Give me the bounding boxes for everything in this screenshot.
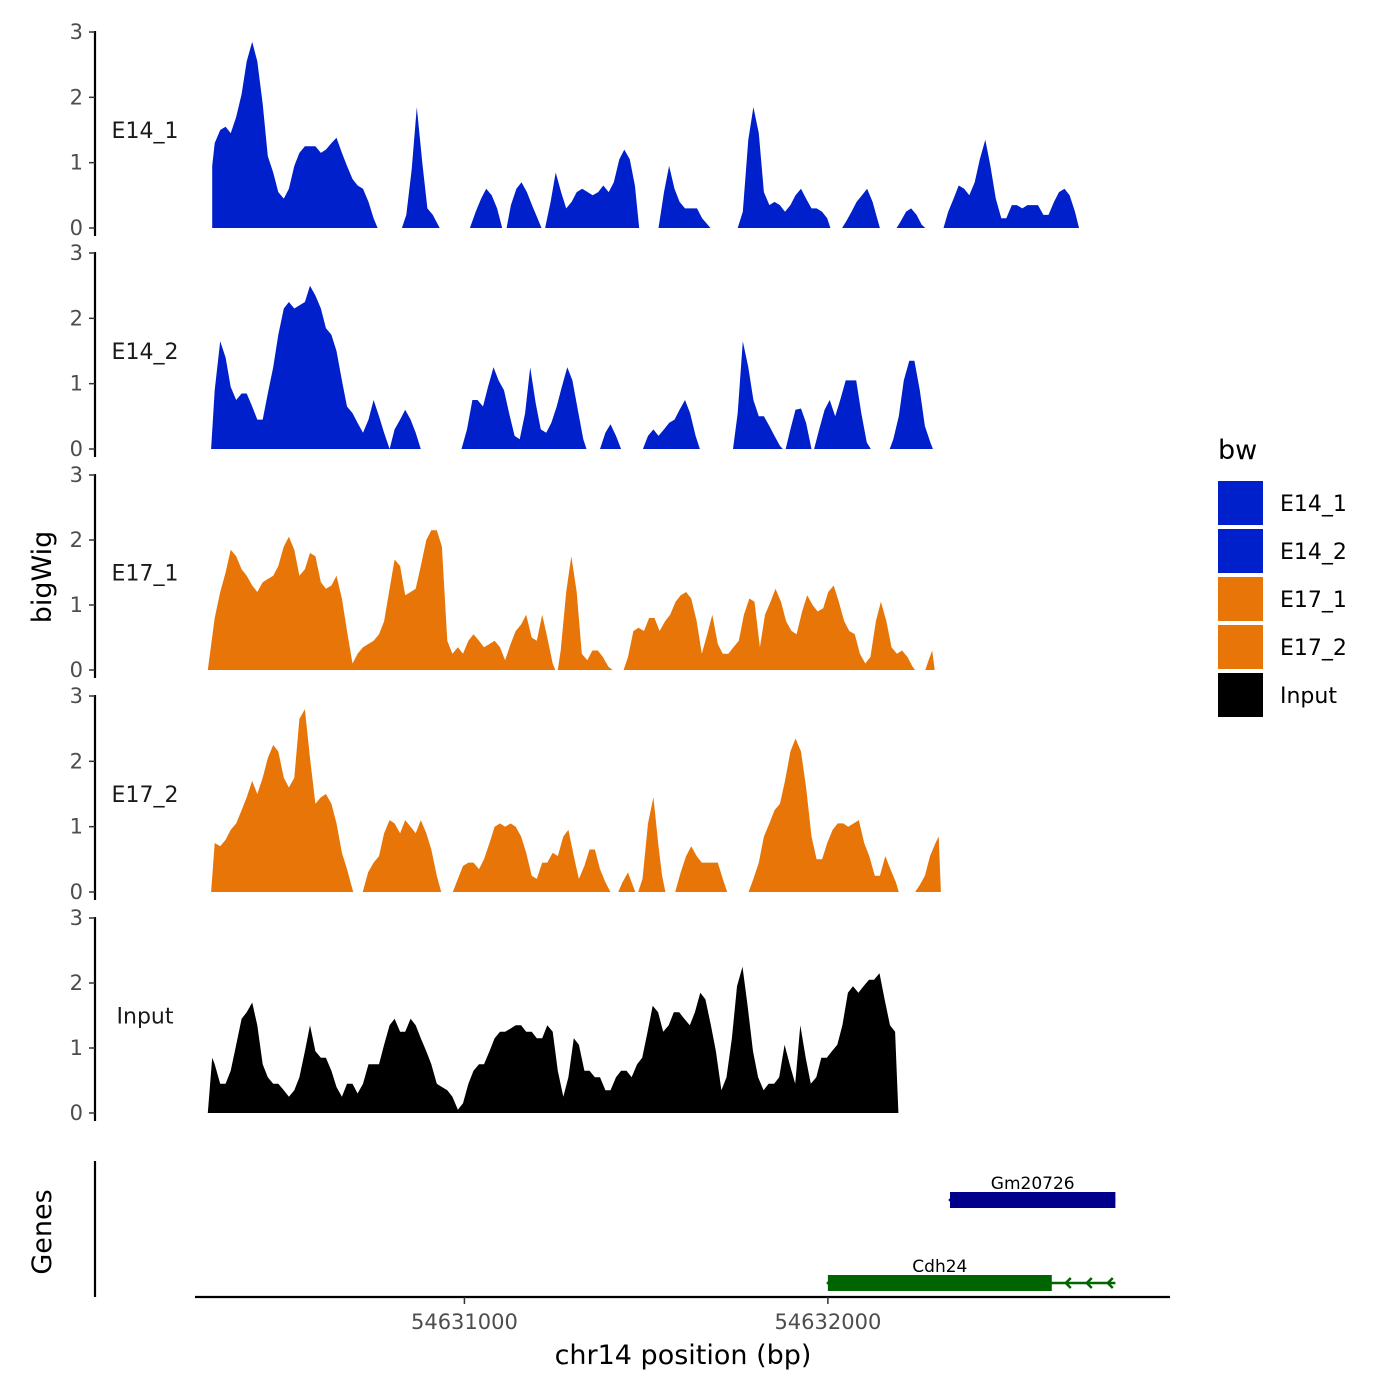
y-tick-label: 0 xyxy=(70,437,83,461)
y-tick-label: 1 xyxy=(70,1036,83,1060)
area-e14-1-3 xyxy=(502,182,542,228)
area-e14-2-6 xyxy=(782,408,812,449)
y-tick-label: 1 xyxy=(70,593,83,617)
gene-label: Cdh24 xyxy=(912,1257,967,1277)
area-e14-2-4 xyxy=(621,400,700,449)
gene-label: Gm20726 xyxy=(991,1174,1075,1194)
area-e17-1-2 xyxy=(612,585,916,670)
y-tick-label: 1 xyxy=(70,815,83,839)
y-tick-label: 2 xyxy=(70,528,83,552)
area-e17-2-1 xyxy=(353,820,442,892)
area-e14-2-1 xyxy=(389,409,421,449)
legend-label: E17_1 xyxy=(1280,588,1347,613)
x-axis-title: chr14 position (bp) xyxy=(555,1340,812,1371)
track-label: Input xyxy=(117,1005,174,1030)
area-e17-2-6 xyxy=(727,738,899,892)
legend-title: bw xyxy=(1218,435,1257,466)
area-e14-1-9 xyxy=(925,139,1079,228)
y-tick-label: 2 xyxy=(70,85,83,109)
area-e14-1-5 xyxy=(639,165,711,228)
legend-swatch xyxy=(1218,625,1263,669)
legend-swatch xyxy=(1218,529,1263,573)
track-input: 0 1 2 3 Input xyxy=(70,906,899,1125)
y-tick-label: 3 xyxy=(70,20,83,44)
legend-label: E14_2 xyxy=(1280,540,1347,565)
legend-swatch xyxy=(1218,673,1263,717)
strand-arrow xyxy=(1085,1277,1093,1289)
x-tick-label: 54631000 xyxy=(411,1310,518,1334)
area-e14-1-1 xyxy=(377,107,440,228)
y-tick-label: 2 xyxy=(70,971,83,995)
x-tick-label: 54632000 xyxy=(774,1310,881,1334)
area-input-0 xyxy=(207,966,899,1113)
genes-panel: Gm20726 Cdh24 xyxy=(93,1161,1116,1297)
area-e17-1-0 xyxy=(207,530,556,670)
y-tick-label: 1 xyxy=(70,372,83,396)
gene-exon xyxy=(827,1275,1052,1291)
strand-arrow xyxy=(1064,1277,1072,1289)
legend-label: E17_2 xyxy=(1280,636,1347,661)
legend-label: Input xyxy=(1280,684,1337,709)
area-e17-2-4 xyxy=(635,797,666,892)
legend-swatch xyxy=(1218,481,1263,525)
area-e14-1-2 xyxy=(439,188,503,228)
area-e14-1-6 xyxy=(710,107,831,228)
y-tick-label: 0 xyxy=(70,658,83,682)
area-e14-1-8 xyxy=(879,208,926,228)
area-e17-1-3 xyxy=(915,650,935,670)
legend: bw E14_1 E14_2 E17_1 E17_2 Input xyxy=(1218,435,1347,717)
y-tick-label: 3 xyxy=(70,684,83,708)
area-e14-2-5 xyxy=(699,341,783,449)
area-e14-2-0 xyxy=(211,285,390,449)
gene-exon xyxy=(950,1192,1116,1208)
area-e17-2-7 xyxy=(898,836,941,892)
area-e17-2-0 xyxy=(211,709,354,892)
strand-arrow xyxy=(948,1194,956,1206)
track-label: E14_1 xyxy=(112,119,179,144)
strand-arrow xyxy=(1106,1277,1114,1289)
track-label: E14_2 xyxy=(112,340,179,365)
gene-cdh24: Cdh24 xyxy=(826,1257,1116,1291)
track-e14-2: 0 1 2 3 E14_2 xyxy=(70,241,933,461)
y-tick-label: 2 xyxy=(70,749,83,773)
y-axis-title: bigWig xyxy=(27,531,58,624)
track-e17-1: 0 1 2 3 E17_1 xyxy=(70,463,935,682)
track-label: E17_1 xyxy=(112,562,179,587)
area-e17-2-2 xyxy=(441,823,611,892)
area-e14-1-7 xyxy=(830,188,880,228)
signal-tracks: 0 1 2 3 E14_1 0 1 2 3 E14_2 0 1 2 3 E17_1 0 1 2 3 E17_2 0 1 2 3… xyxy=(70,20,1079,1125)
area-e17-2-5 xyxy=(665,846,728,892)
legend-label: E14_1 xyxy=(1280,492,1347,517)
area-e17-2-3 xyxy=(610,872,636,892)
track-e14-1: 0 1 2 3 E14_1 xyxy=(70,20,1079,240)
y-tick-label: 3 xyxy=(70,241,83,265)
genes-axis-title: Genes xyxy=(27,1189,58,1274)
y-tick-label: 2 xyxy=(70,306,83,330)
track-e17-2: 0 1 2 3 E17_2 xyxy=(70,684,941,904)
gene-gm20726: Gm20726 xyxy=(948,1174,1116,1208)
y-tick-label: 3 xyxy=(70,906,83,930)
track-label: E17_2 xyxy=(112,783,179,808)
area-e14-2-3 xyxy=(586,424,622,449)
area-e14-1-0 xyxy=(212,41,378,228)
strand-arrow xyxy=(826,1277,834,1289)
y-tick-label: 0 xyxy=(70,880,83,904)
area-e14-2-8 xyxy=(870,360,933,449)
y-tick-label: 3 xyxy=(70,463,83,487)
y-tick-label: 1 xyxy=(70,151,83,175)
legend-swatch xyxy=(1218,577,1263,621)
area-e17-1-1 xyxy=(555,556,613,670)
y-tick-label: 0 xyxy=(70,216,83,240)
area-e14-1-4 xyxy=(541,149,640,228)
area-e14-2-2 xyxy=(420,367,587,449)
area-e14-2-7 xyxy=(811,380,871,449)
x-axis: 54631000 54632000 xyxy=(195,1295,1170,1334)
y-tick-label: 0 xyxy=(70,1101,83,1125)
